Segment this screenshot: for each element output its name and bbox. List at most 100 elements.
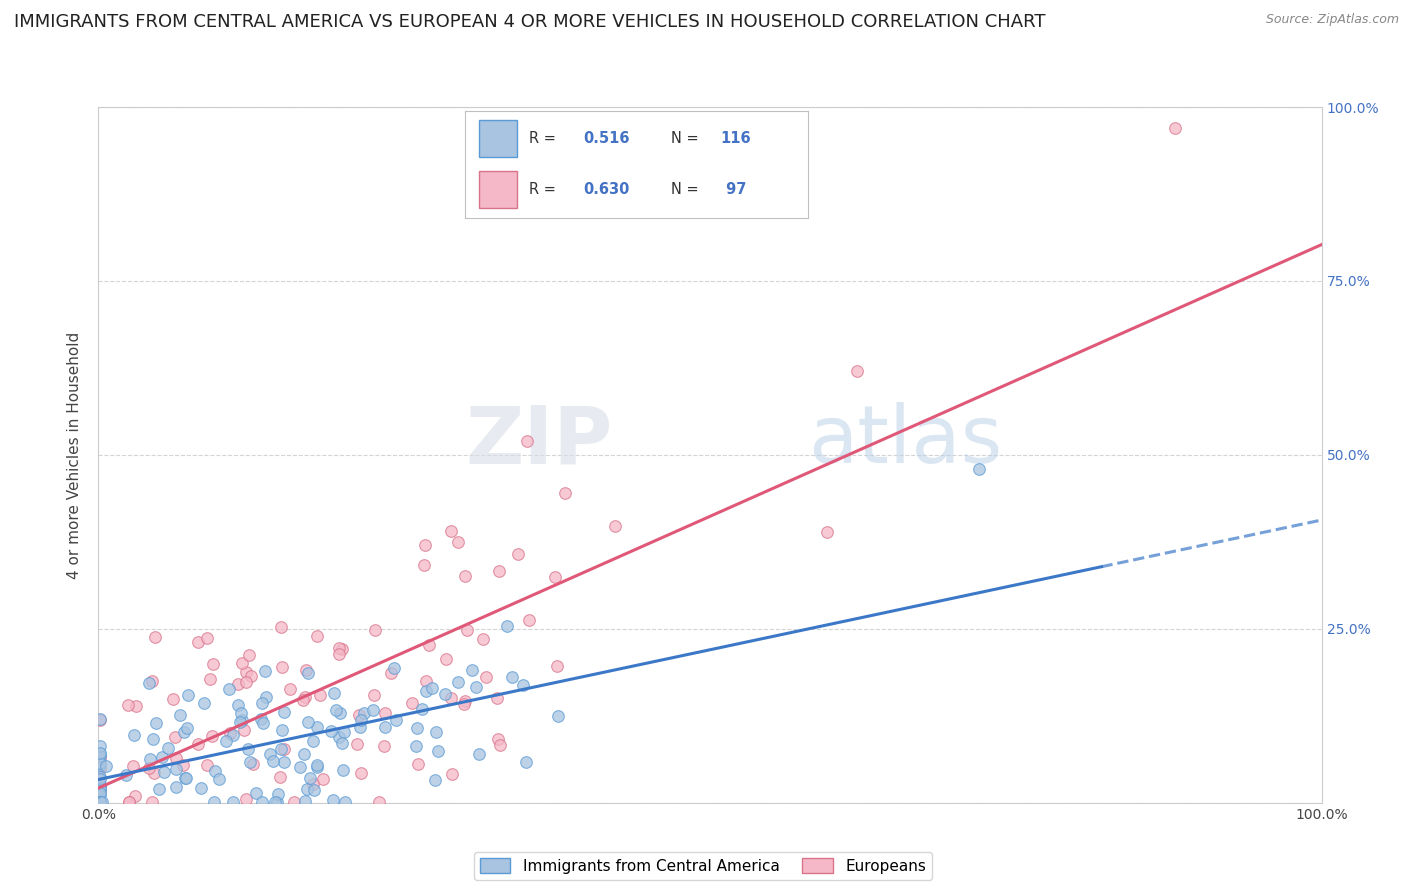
Point (554, 486, 576, 500)
Point (447, 675, 470, 690)
Point (815, 524, 838, 539)
Point (332, 764, 354, 778)
Point (544, 570, 567, 584)
Point (122, 728, 145, 742)
Point (295, 781, 318, 796)
Point (415, 684, 437, 698)
Point (325, 703, 347, 717)
Point (447, 534, 470, 549)
Point (89, 795, 111, 809)
Point (89, 795, 111, 809)
Point (267, 787, 290, 801)
Point (231, 713, 253, 727)
Point (117, 698, 139, 712)
Point (423, 772, 446, 787)
Point (250, 712, 273, 726)
Point (329, 706, 352, 720)
Point (89, 795, 111, 809)
Point (264, 795, 287, 809)
Point (299, 771, 322, 785)
Point (512, 677, 534, 691)
Point (215, 734, 238, 748)
Point (415, 674, 437, 689)
Point (353, 706, 375, 720)
Point (349, 720, 371, 734)
Point (453, 698, 475, 712)
Point (89, 795, 111, 809)
Point (364, 624, 387, 638)
Point (330, 641, 353, 656)
Point (195, 758, 218, 772)
Point (141, 674, 163, 689)
Point (328, 641, 350, 656)
Point (270, 742, 292, 756)
Point (307, 720, 329, 734)
Point (187, 738, 209, 752)
Y-axis label: 4 or more Vehicles in Household: 4 or more Vehicles in Household (67, 331, 83, 579)
Point (125, 698, 148, 713)
Point (238, 742, 260, 756)
Point (89, 762, 111, 776)
Point (200, 729, 222, 743)
Point (292, 747, 315, 761)
Point (231, 706, 253, 721)
Point (374, 706, 396, 721)
Point (219, 726, 242, 740)
Point (124, 789, 146, 804)
Point (165, 762, 187, 776)
Point (309, 688, 332, 702)
Point (89, 780, 111, 795)
Point (252, 696, 274, 710)
Point (235, 665, 257, 680)
Point (350, 713, 373, 727)
Point (172, 758, 194, 772)
Point (374, 720, 396, 734)
Point (302, 783, 325, 797)
Point (368, 795, 391, 809)
Point (288, 760, 311, 774)
Point (238, 648, 260, 663)
Point (139, 752, 162, 766)
Point (200, 672, 222, 686)
Point (413, 558, 436, 572)
Point (547, 708, 569, 723)
Point (231, 656, 253, 670)
Point (335, 795, 357, 809)
Point (202, 795, 225, 809)
Point (252, 715, 274, 730)
Point (89, 778, 111, 792)
Point (475, 671, 498, 685)
Point (250, 795, 273, 809)
Point (465, 680, 488, 694)
Point (254, 690, 277, 704)
Point (307, 757, 329, 772)
Point (380, 666, 402, 681)
Point (297, 666, 319, 681)
Point (515, 434, 537, 448)
Point (323, 686, 346, 700)
Point (239, 755, 262, 769)
Point (89, 750, 111, 764)
Point (195, 631, 218, 645)
Point (235, 674, 257, 689)
Point (89, 781, 111, 796)
Point (434, 687, 457, 701)
Point (385, 713, 408, 727)
Point (228, 715, 250, 730)
Point (118, 795, 141, 809)
Point (278, 682, 301, 697)
Point (269, 770, 291, 784)
Point (489, 738, 512, 752)
Point (1164, 120, 1187, 135)
Point (226, 676, 249, 690)
Legend: Immigrants from Central America, Europeans: Immigrants from Central America, Europea… (474, 852, 932, 880)
Point (165, 780, 187, 794)
Point (208, 772, 231, 786)
Point (254, 664, 277, 678)
Point (89, 795, 111, 809)
Point (461, 664, 484, 678)
Point (291, 693, 314, 707)
Point (271, 660, 294, 674)
Point (384, 661, 406, 675)
Point (89, 770, 111, 784)
